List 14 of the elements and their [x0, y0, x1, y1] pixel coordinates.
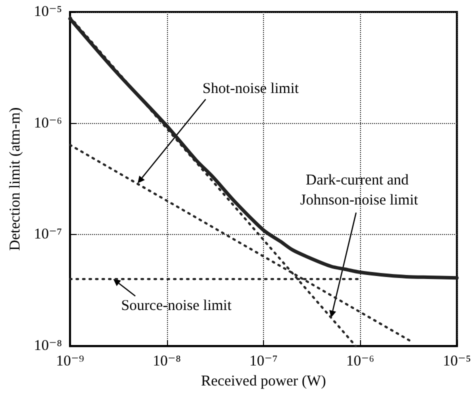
- x-tick-label: 10⁻⁹: [56, 354, 84, 370]
- y-axis-title: Detection limit (atm-m): [8, 107, 24, 251]
- x-tick-label: 10⁻⁶: [346, 354, 374, 370]
- annotation: Shot-noise limit: [202, 81, 300, 98]
- x-axis-title: Received power (W): [201, 374, 326, 390]
- y-tick-label: 10⁻⁷: [34, 226, 62, 243]
- y-tick-label: 10⁻⁶: [34, 115, 62, 132]
- annotation: Dark-current and Johnson-noise limit: [300, 172, 419, 209]
- y-tick-label: 10⁻⁵: [34, 4, 62, 20]
- annotation: Source-noise limit: [121, 298, 232, 314]
- x-tick-label: 10⁻⁵: [442, 354, 472, 370]
- x-tick-label: 10⁻⁸: [152, 354, 181, 370]
- x-tick-label: 10⁻⁷: [249, 354, 278, 370]
- y-tick-label: 10⁻⁸: [34, 338, 62, 354]
